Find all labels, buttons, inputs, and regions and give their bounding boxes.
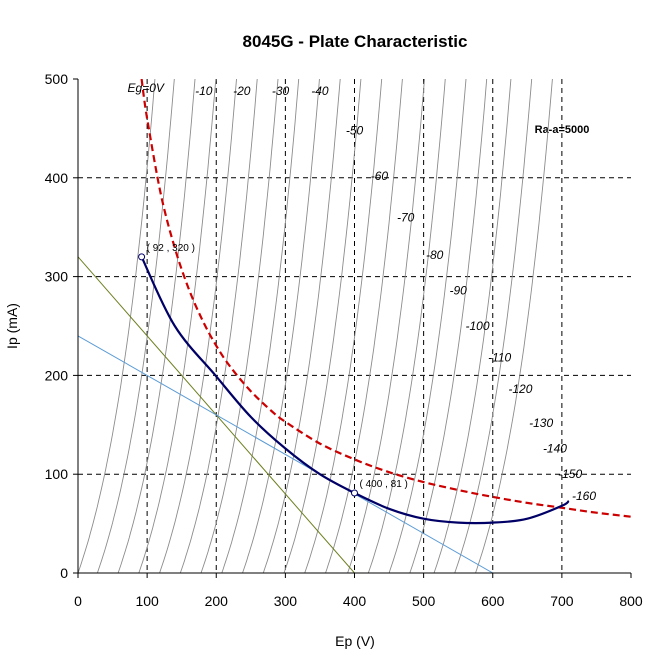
grid-curve: [242, 79, 320, 573]
grid-curve-label: -130: [529, 416, 553, 430]
grid-curve-label: -30: [272, 84, 290, 98]
y-tick-label: 400: [45, 170, 69, 186]
grid-curve-label: -80: [426, 248, 444, 262]
grid-curve-label: Eg=0V: [128, 81, 165, 95]
grid-curve-label: -70: [397, 210, 415, 224]
grid-curve-label: -60: [371, 169, 389, 183]
x-tick-label: 700: [550, 593, 574, 609]
x-tick-label: 500: [412, 593, 436, 609]
grid-curve-label: -110: [488, 351, 511, 365]
x-tick-label: 800: [619, 593, 643, 609]
grid-curve: [347, 79, 425, 573]
plot-area: ( 92 , 320 ) ( 400 , 81 ) Eg=0V -10 -20 -30 -4…: [45, 71, 643, 609]
x-tick-label: 400: [343, 593, 367, 609]
operating-point-label: ( 92 , 320 ): [147, 243, 195, 254]
y-tick-label: 0: [60, 565, 68, 581]
x-tick-label: 300: [274, 593, 298, 609]
grid-curve: [78, 79, 156, 573]
grid-curve: [179, 79, 258, 573]
grid-curve-label: -150: [558, 467, 582, 481]
grid-curve: [304, 79, 383, 573]
x-tick-label: 200: [205, 593, 229, 609]
grid-curve: [117, 79, 196, 573]
grid-curve: [367, 79, 446, 573]
grid-curve: [409, 79, 488, 573]
grid-curve-label: -20: [233, 84, 251, 98]
grid-curve: [262, 79, 341, 573]
grid-curve: [138, 79, 217, 573]
grid-curve: [475, 79, 553, 573]
y-tick-label: 100: [45, 466, 69, 482]
load-line-b: [78, 335, 494, 573]
grid-curve: [283, 79, 362, 573]
grid-curve: [433, 79, 512, 573]
grid-curve-label: -90: [450, 283, 468, 297]
plate-dissipation-curve: [140, 79, 631, 518]
grid-curve: [159, 79, 237, 573]
grid-curve-label: -160: [572, 489, 596, 503]
grid-curve-label: -100: [466, 319, 490, 333]
grid-curve-label: -10: [195, 84, 213, 98]
grid-curve-label: -120: [508, 382, 532, 396]
load-line-5000: [140, 256, 570, 525]
y-axis-label: Ip (mA): [4, 303, 20, 349]
operating-point: [351, 489, 358, 497]
grid-curve-label: -50: [346, 123, 364, 137]
chart-title: 8045G - Plate Characteristic: [243, 32, 468, 51]
grid-curve: [221, 79, 300, 573]
grid-curve: [388, 79, 467, 573]
x-tick-label: 600: [481, 593, 505, 609]
y-tick-label: 200: [45, 367, 69, 383]
operating-point-label: ( 400 , 81 ): [360, 479, 408, 490]
x-axis-label: Ep (V): [335, 633, 375, 649]
grid-curve: [96, 79, 175, 573]
grid-curve-label: -40: [311, 84, 329, 98]
y-tick-label: 300: [45, 269, 69, 285]
grid-curve: [454, 79, 533, 573]
operating-point: [138, 253, 146, 261]
x-tick-label: 100: [135, 593, 159, 609]
grid-curve: [325, 79, 403, 573]
x-tick-label: 0: [74, 593, 82, 609]
y-tick-label: 500: [45, 71, 69, 87]
plot-content: [78, 79, 631, 573]
grid-curve: [200, 79, 279, 573]
grid-curve-label: -140: [543, 441, 567, 455]
